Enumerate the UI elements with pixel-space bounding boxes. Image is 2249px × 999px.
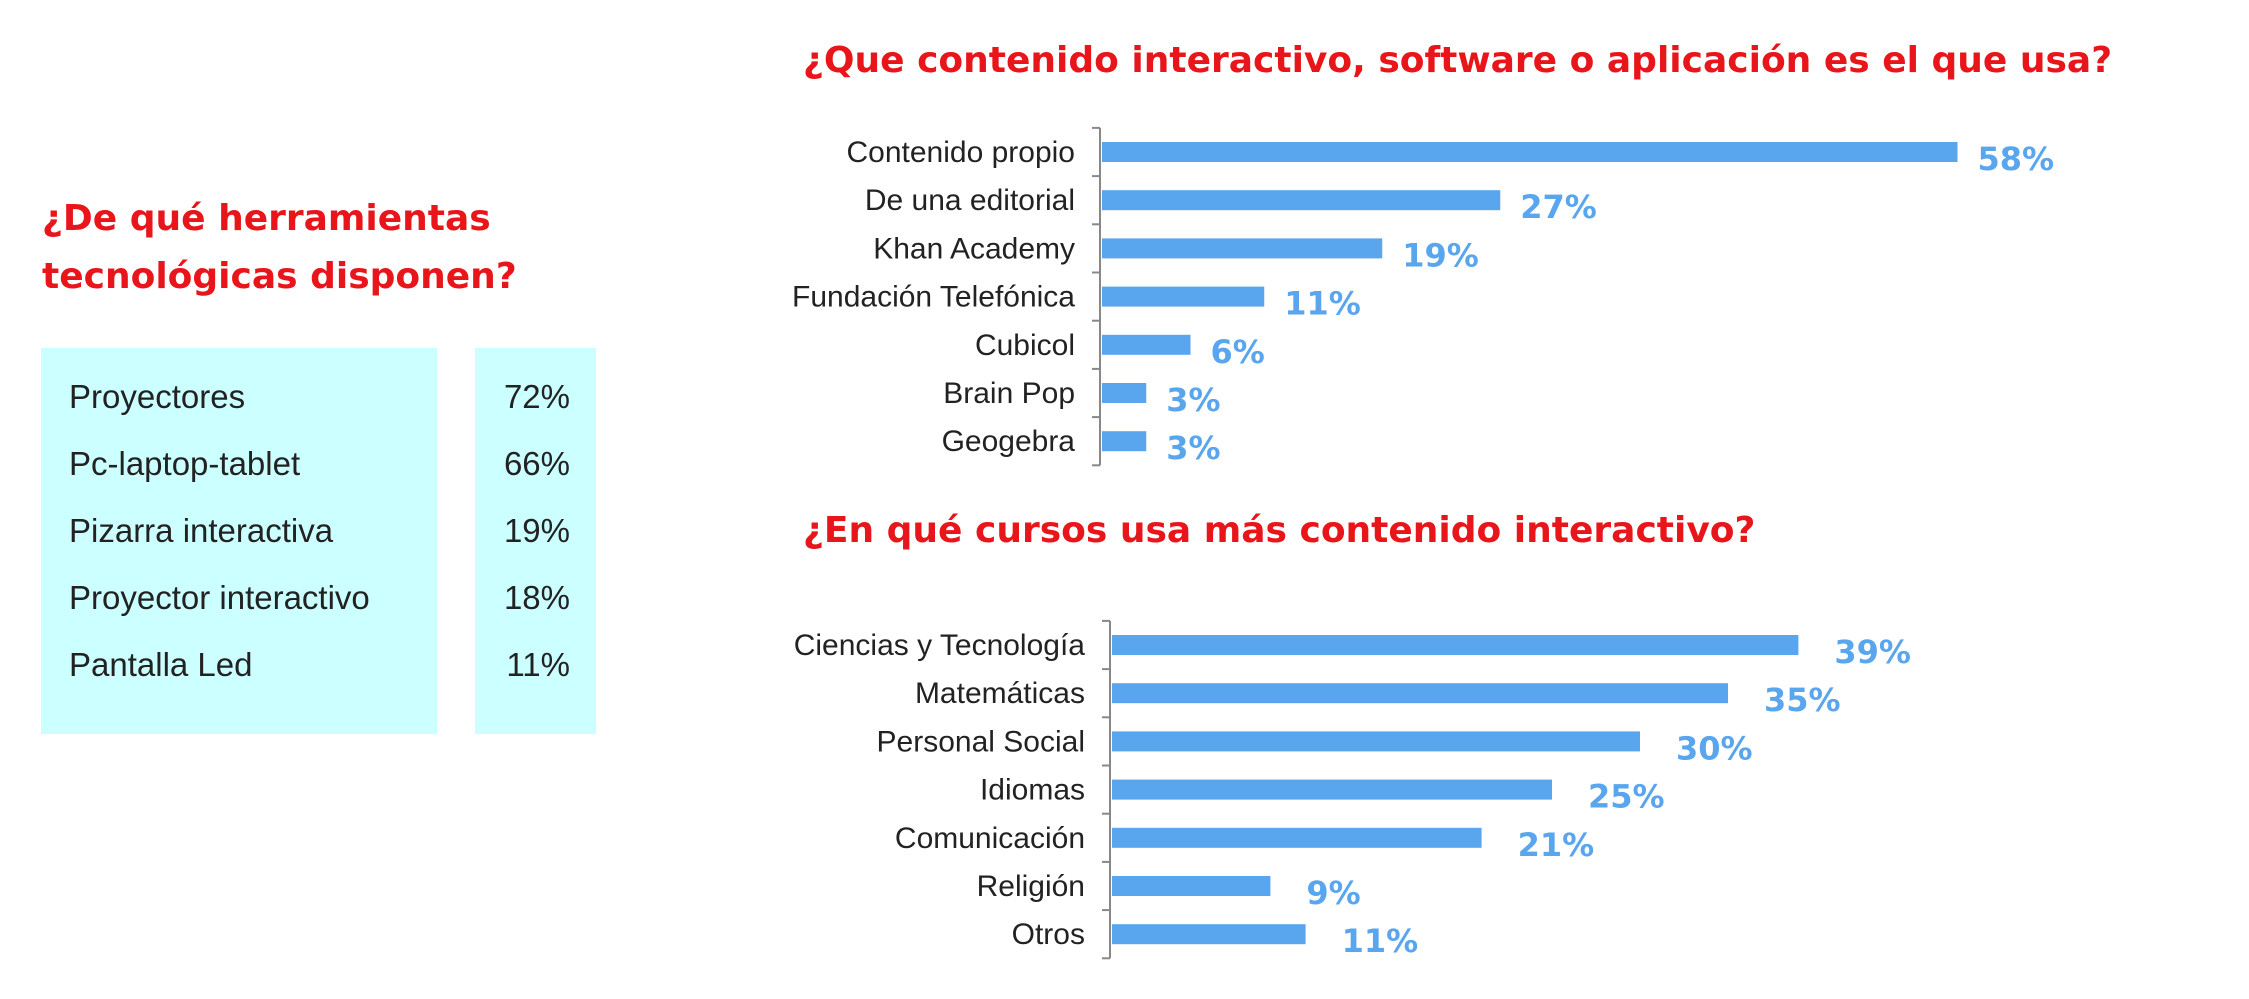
value-label: 6% <box>1211 333 1265 371</box>
value-label: 27% <box>1520 188 1597 226</box>
bar <box>1102 142 1958 162</box>
tools-title: ¿De qué herramientas tecnológicas dispon… <box>42 198 517 297</box>
tools-row-name: Pc-laptop-tablet <box>69 445 301 482</box>
value-label: 3% <box>1166 381 1220 419</box>
value-label: 3% <box>1166 429 1220 467</box>
bar <box>1102 334 1191 355</box>
tools-row-name: Pantalla Led <box>69 646 253 683</box>
bar <box>1102 190 1501 211</box>
value-label: 19% <box>1402 236 1479 274</box>
category-label: Brain Pop <box>943 377 1075 410</box>
tools-names-panel: Proyectores Pc-laptop-tablet Pizarra inter… <box>41 348 437 734</box>
bar <box>1102 383 1147 403</box>
tools-row-name: Proyectores <box>69 378 246 415</box>
tools-row-value: 11% <box>506 646 570 683</box>
tools-row-value: 72% <box>503 378 570 415</box>
value-label: 58% <box>1978 140 2055 178</box>
bar <box>1102 286 1265 307</box>
category-label: Cubicol <box>975 329 1075 362</box>
courses-chart-title: ¿En qué cursos usa más contenido interac… <box>803 510 1756 551</box>
bar <box>1102 431 1147 452</box>
tools-row-value: 18% <box>503 579 570 616</box>
value-label: 11% <box>1284 285 1361 323</box>
category-label: De una editorial <box>865 184 1075 217</box>
category-label: Khan Academy <box>873 232 1075 265</box>
bar <box>1102 238 1383 259</box>
category-label: Contenido propio <box>846 136 1075 169</box>
tools-row-name: Proyector interactivo <box>69 579 370 616</box>
software-chart-title: ¿Que contenido interactivo, software o a… <box>803 40 2113 81</box>
tools-row-value: 19% <box>503 512 570 549</box>
tools-row-value: 66% <box>503 445 570 482</box>
category-label: Geogebra <box>942 425 1076 458</box>
tools-row-name: Pizarra interactiva <box>69 512 334 549</box>
tools-values-panel: 72% 66% 19% 18% 11% <box>475 348 596 734</box>
category-label: Fundación Telefónica <box>792 281 1075 314</box>
